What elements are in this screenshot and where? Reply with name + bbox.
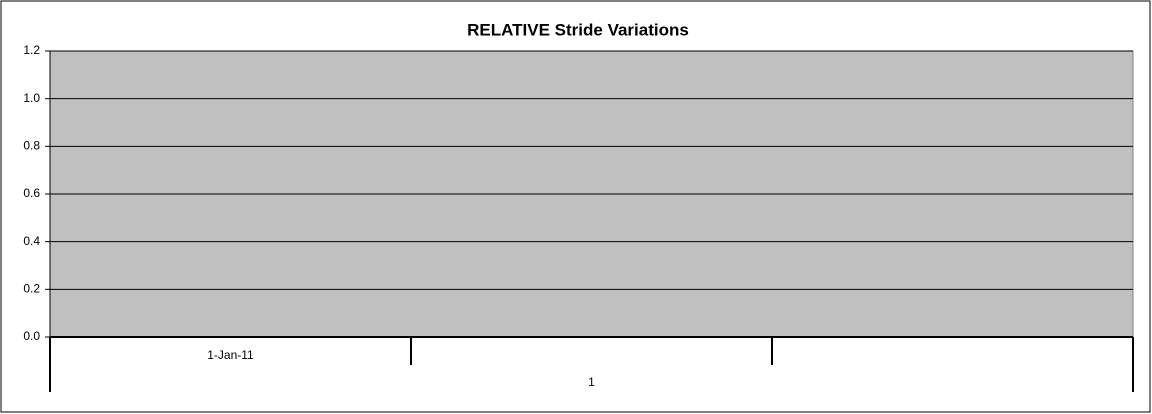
y-tick-label: 0.2: [23, 282, 40, 296]
y-tick-label: 0.8: [23, 139, 40, 153]
y-tick-label: 0.6: [23, 186, 40, 200]
y-tick-label: 0.4: [23, 234, 40, 248]
y-tick-label: 1.0: [23, 91, 40, 105]
chart-title: RELATIVE Stride Variations: [467, 20, 689, 39]
x-group-label: 1: [588, 375, 595, 389]
x-tick-label: 1-Jan-11: [207, 348, 254, 362]
y-tick-label: 0.0: [23, 329, 40, 343]
y-tick-label: 1.2: [23, 43, 40, 57]
